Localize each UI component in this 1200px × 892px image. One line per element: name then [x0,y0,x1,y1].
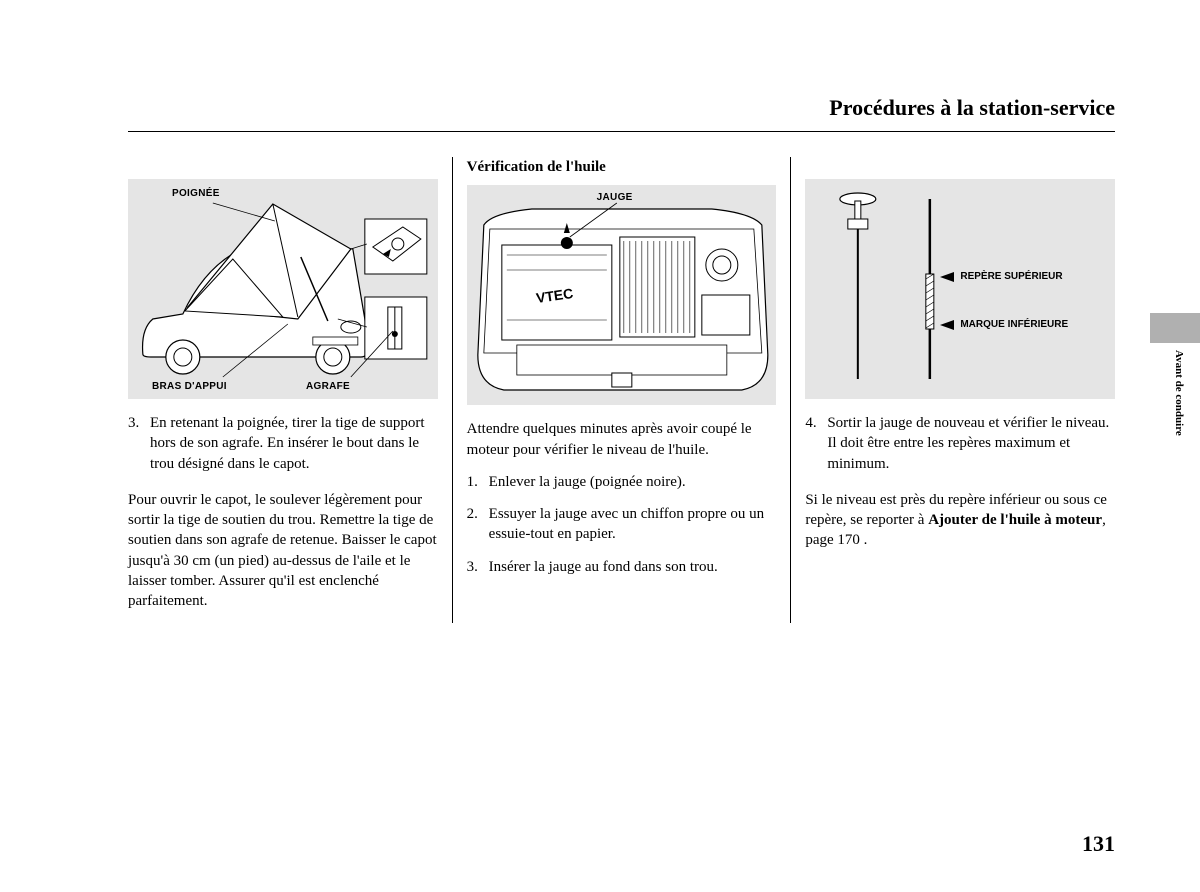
step-1: 1. Enlever la jauge (poignée noire). [467,472,777,492]
figure-hood: POIGNÉE BRAS D'APPUI AGRAFE [128,179,438,399]
step-text: Insérer la jauge au fond dans son trou. [489,557,718,577]
label-text: REPÈRE SUPÉRIEUR [960,271,1062,282]
step-text: Essuyer la jauge avec un chiffon propre … [489,504,777,545]
figure-engine: VTEC [467,185,777,405]
paragraph-add-oil: Si le niveau est près du repère inférieu… [805,490,1115,551]
column-1: POIGNÉE BRAS D'APPUI AGRAFE 3. En retena… [128,157,453,623]
heading-verification: Vérification de l'huile [467,157,777,177]
page-frame: Procédures à la station-service Avant de… [128,95,1115,802]
label-jauge: JAUGE [597,191,633,205]
column-3: REPÈRE SUPÉRIEUR MARQUE INFÉRIEURE 4. So… [791,157,1115,623]
step-2: 2. Essuyer la jauge avec un chiffon prop… [467,504,777,545]
label-repere-superieur: REPÈRE SUPÉRIEUR [940,271,1062,282]
label-poignee: POIGNÉE [172,187,220,201]
figure-dipstick: REPÈRE SUPÉRIEUR MARQUE INFÉRIEURE [805,179,1115,399]
page-title: Procédures à la station-service [128,95,1115,132]
step-text: En retenant la poignée, tirer la tige de… [150,413,438,474]
column-2: Vérification de l'huile VTEC [453,157,792,623]
label-agrafe: AGRAFE [306,380,350,394]
section-tab [1150,313,1200,343]
label-marque-inferieure: MARQUE INFÉRIEURE [940,319,1068,330]
arrow-icon [940,320,954,330]
step-3: 3. En retenant la poignée, tirer la tige… [128,413,438,474]
paragraph-close-hood: Pour ouvrir le capot, le soulever légère… [128,490,438,612]
step-number: 4. [805,413,827,474]
step-text: Sortir la jauge de nouveau et vérifier l… [827,413,1115,474]
step-3b: 3. Insérer la jauge au fond dans son tro… [467,557,777,577]
page-number: 131 [1082,831,1115,857]
step-number: 2. [467,504,489,545]
step-number: 3. [467,557,489,577]
step-number: 3. [128,413,150,474]
label-bras: BRAS D'APPUI [152,380,227,394]
engine-illustration: VTEC [467,185,777,405]
hood-illustration [128,179,438,399]
step-4: 4. Sortir la jauge de nouveau et vérifie… [805,413,1115,474]
step-number: 1. [467,472,489,492]
section-tab-label: Avant de conduire [1173,350,1185,436]
step-text: Enlever la jauge (poignée noire). [489,472,686,492]
paragraph-wait: Attendre quelques minutes après avoir co… [467,419,777,460]
label-text: MARQUE INFÉRIEURE [960,319,1068,330]
content-columns: POIGNÉE BRAS D'APPUI AGRAFE 3. En retena… [128,157,1115,623]
dipstick-illustration [805,179,1115,399]
arrow-icon [940,272,954,282]
para-text-bold: Ajouter de l'huile à moteur [928,512,1102,528]
